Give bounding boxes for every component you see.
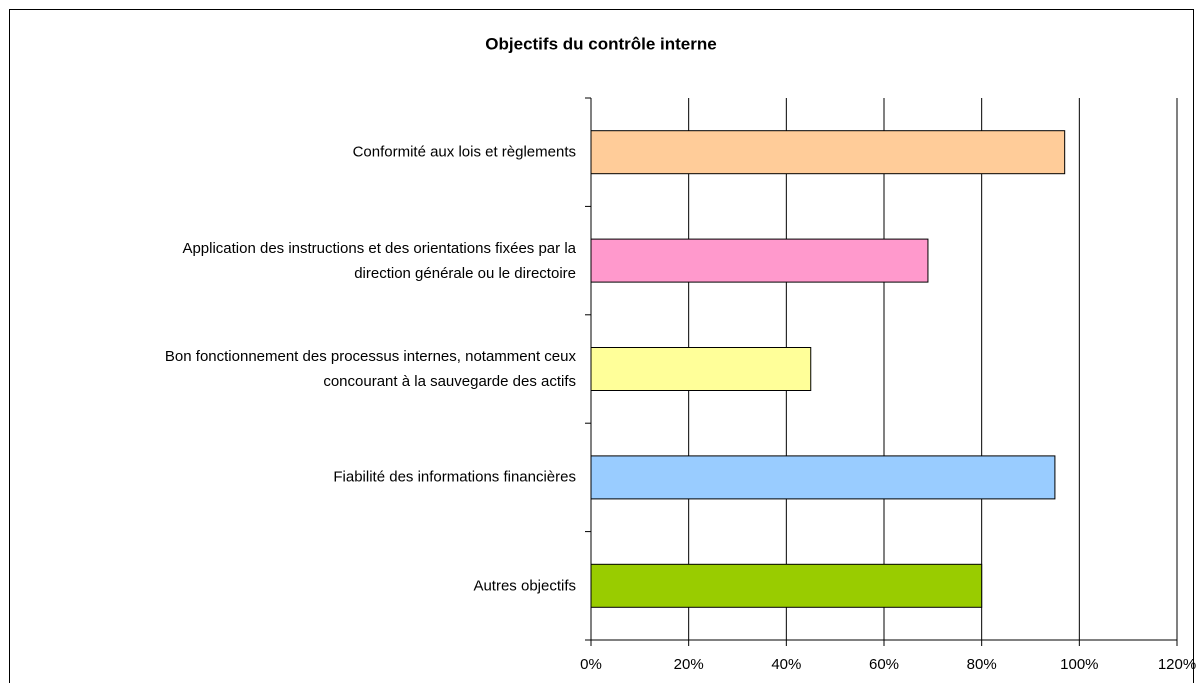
x-tick-label: 0% xyxy=(580,656,602,673)
x-tick-label: 20% xyxy=(674,656,704,673)
x-tick-label: 60% xyxy=(869,656,899,673)
y-tick-label: Application des instructions et des orie… xyxy=(182,239,576,282)
bar xyxy=(590,455,1056,500)
bar xyxy=(590,238,929,283)
bar xyxy=(590,347,812,391)
bar xyxy=(590,563,983,608)
x-tick-label: 120% xyxy=(1158,656,1196,673)
bar xyxy=(590,130,1066,175)
y-tick-label: Bon fonctionnement des processus interne… xyxy=(164,348,576,390)
x-tick-label: 80% xyxy=(967,656,997,673)
chart-title: Objectifs du contrôle interne xyxy=(485,34,716,53)
y-tick-label: Fiabilité des informations financières xyxy=(333,468,576,486)
y-tick-label: Autres objectifs xyxy=(473,577,576,595)
y-tick-label: Conformité aux lois et règlements xyxy=(352,143,576,161)
x-tick-label: 40% xyxy=(771,656,801,673)
x-tick-label: 100% xyxy=(1060,656,1098,673)
